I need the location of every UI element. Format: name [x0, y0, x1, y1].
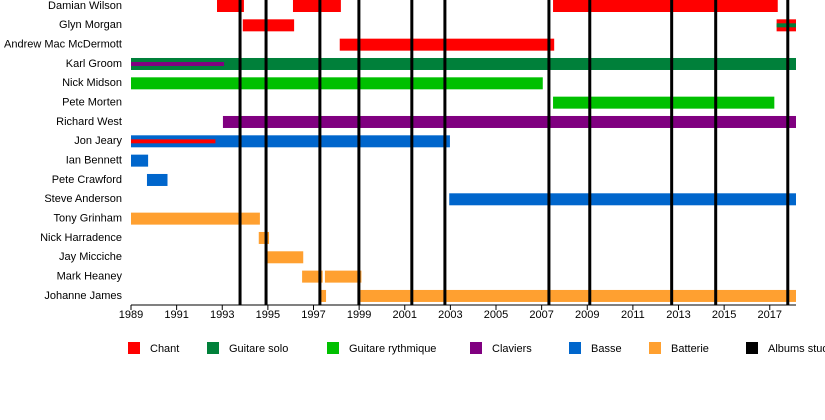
x-tick-label: 1999 [347, 309, 371, 321]
tenure-bar [131, 154, 149, 167]
x-tick-label: 1989 [119, 309, 143, 321]
legend-label: Batterie [671, 343, 709, 355]
x-tick-label: 1995 [256, 309, 280, 321]
x-tick-label: 1991 [164, 309, 188, 321]
tenure-bar [302, 270, 323, 283]
tenure-bar [360, 289, 796, 302]
tenure-bar [131, 61, 225, 66]
member-label: Steve Anderson [44, 193, 122, 205]
legend-label: Claviers [492, 343, 532, 355]
x-tick-label: 1997 [301, 309, 325, 321]
tenure-bar [292, 0, 341, 12]
member-label: Nick Harradence [40, 232, 122, 244]
tenure-bar [258, 231, 270, 244]
tenure-bar [266, 251, 304, 264]
member-label: Damian Wilson [48, 0, 122, 12]
member-label: Jay Micciche [59, 251, 122, 263]
member-label: Mark Heaney [57, 271, 123, 283]
legend-swatch [470, 342, 482, 354]
legend-swatch [649, 342, 661, 354]
tenure-bar [131, 77, 543, 90]
legend-label: Albums studio [768, 343, 825, 355]
tenure-bar [217, 0, 244, 12]
member-label: Pete Morten [62, 97, 122, 109]
legend-label: Guitare rythmique [349, 343, 436, 355]
x-tick-label: 1993 [210, 309, 234, 321]
tenure-bar [242, 19, 295, 32]
x-tick-label: 2015 [712, 309, 736, 321]
member-label: Nick Midson [62, 77, 122, 89]
member-label: Glyn Morgan [59, 19, 122, 31]
member-label: Andrew Mac McDermott [4, 39, 122, 51]
tenure-bar [222, 115, 797, 128]
member-label: Pete Crawford [52, 174, 122, 186]
member-label: Richard West [56, 116, 122, 128]
tenure-bar [553, 96, 775, 109]
x-tick-label: 2013 [666, 309, 690, 321]
tenure-bar [320, 289, 327, 302]
tenure-bar [146, 173, 168, 186]
member-label: Jon Jeary [74, 135, 122, 147]
member-label: Johanne James [44, 290, 122, 302]
tenure-bar [131, 57, 796, 70]
legend-swatch [207, 342, 219, 354]
x-tick-label: 2009 [575, 309, 599, 321]
x-tick-label: 2007 [529, 309, 553, 321]
member-label: Tony Grinham [54, 213, 122, 225]
tenure-bar [449, 193, 796, 206]
x-tick-label: 2005 [484, 309, 508, 321]
legend-label: Basse [591, 343, 622, 355]
member-label: Karl Groom [66, 58, 122, 70]
legend-label: Guitare solo [229, 343, 288, 355]
x-tick-label: 2011 [621, 309, 645, 321]
legend-label: Chant [150, 343, 179, 355]
legend-swatch [746, 342, 758, 354]
x-tick-label: 2003 [438, 309, 462, 321]
tenure-bar [324, 270, 362, 283]
tenure-bar [131, 139, 216, 144]
tenure-bar [131, 212, 260, 225]
member-label: Ian Bennett [66, 155, 122, 167]
x-tick-label: 2017 [758, 309, 782, 321]
legend-swatch [327, 342, 339, 354]
legend-swatch [569, 342, 581, 354]
tenure-bar [553, 0, 778, 12]
legend-swatch [128, 342, 140, 354]
tenure-bar [339, 38, 555, 51]
tenure-bar [131, 135, 450, 148]
x-tick-label: 2001 [393, 309, 417, 321]
